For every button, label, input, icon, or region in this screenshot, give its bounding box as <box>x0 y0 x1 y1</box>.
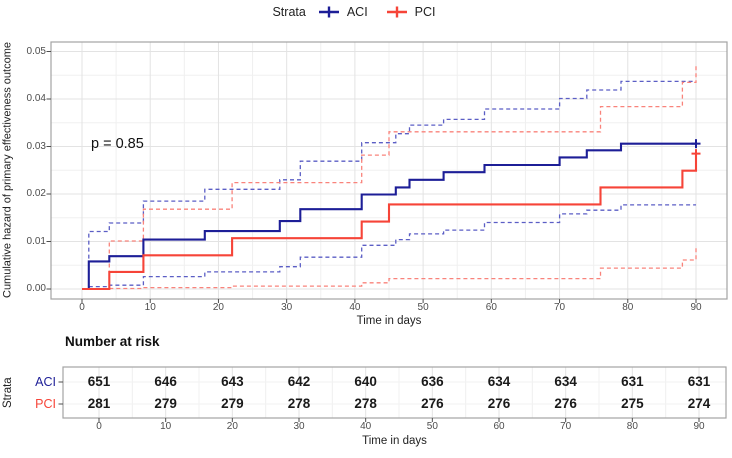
y-tick-label: 0.02 <box>26 188 46 199</box>
censor-plus-icon <box>386 6 407 18</box>
y-tick-label: 0.00 <box>26 283 46 294</box>
y-tick-label: 0.01 <box>26 235 46 247</box>
table-x-tick-label: 10 <box>160 421 172 432</box>
risk-count: 643 <box>221 374 244 389</box>
x-tick-label: 70 <box>553 302 566 313</box>
risk-count: 631 <box>687 374 711 389</box>
risk-count: 646 <box>154 374 177 389</box>
x-tick-label: 50 <box>417 302 429 313</box>
risk-count: 281 <box>87 396 111 411</box>
legend-item-pci: PCI <box>386 5 436 19</box>
risk-count: 278 <box>354 396 377 411</box>
curve-aci-lower-95-ci <box>88 204 696 288</box>
legend-item-aci: ACI <box>318 5 368 19</box>
risk-count: 642 <box>287 374 311 389</box>
risk-count: 634 <box>554 374 577 389</box>
p-value-annotation: p = 0.85 <box>91 136 144 152</box>
table-x-tick-label: 30 <box>293 421 305 432</box>
table-x-tick-label: 90 <box>693 421 705 432</box>
risk-table-axis-label: Strata <box>2 377 14 408</box>
curve-pci-upper-95-ci <box>108 63 697 289</box>
censor-plus-icon <box>318 6 339 18</box>
x-tick-label: 60 <box>485 302 497 313</box>
curve-pci-lower-95-ci <box>109 248 697 290</box>
x-tick-label: 20 <box>212 302 224 313</box>
risk-count: 636 <box>421 374 444 389</box>
table-x-tick-label: 80 <box>626 421 638 432</box>
legend-label-pci: PCI <box>414 5 436 19</box>
risk-count: 279 <box>221 396 244 411</box>
risk-count: 276 <box>421 396 444 411</box>
curve-aci <box>82 142 696 291</box>
x-tick-label: 10 <box>144 302 156 313</box>
x-tick-label: 30 <box>281 302 293 313</box>
table-x-tick-label: 0 <box>96 421 102 432</box>
risk-count: 276 <box>554 396 577 411</box>
x-tick-label: 0 <box>79 302 85 313</box>
curve-pci <box>82 153 698 291</box>
table-x-tick-label: 20 <box>226 421 238 432</box>
x-tick-label: 40 <box>349 302 361 313</box>
risk-count: 651 <box>87 374 111 389</box>
x-tick-label: 90 <box>690 302 702 313</box>
y-tick-label: 0.05 <box>26 45 46 57</box>
curve-aci-upper-95-ci <box>88 80 696 287</box>
risk-table-title: Number at risk <box>65 334 160 349</box>
table-x-tick-label: 40 <box>360 421 372 432</box>
risk-count: 631 <box>621 374 644 389</box>
risk-count: 640 <box>354 374 377 389</box>
y-tick-label: 0.04 <box>26 93 46 104</box>
risk-table-border <box>62 366 727 419</box>
table-x-tick-label: 60 <box>493 421 505 432</box>
risk-count: 275 <box>621 396 644 411</box>
risk-row-label-aci: ACI <box>35 375 56 389</box>
risk-count: 634 <box>487 374 511 389</box>
x-tick-label: 80 <box>622 302 634 313</box>
plot-panel-border <box>50 41 728 300</box>
y-tick-label: 0.03 <box>26 140 46 152</box>
risk-count: 276 <box>487 396 511 411</box>
risk-table-x-axis-title: Time in days <box>362 435 427 447</box>
risk-count: 279 <box>154 396 177 411</box>
risk-count: 278 <box>287 396 311 411</box>
legend: Strata ACI PCI <box>0 5 732 19</box>
table-x-tick-label: 50 <box>426 421 438 432</box>
legend-label-aci: ACI <box>346 5 368 19</box>
table-x-tick-label: 70 <box>560 421 572 432</box>
legend-title: Strata <box>272 5 306 19</box>
x-axis-title: Time in days <box>356 315 422 327</box>
y-axis-title: Cumulative hazard of primary effectivene… <box>1 42 14 299</box>
risk-count: 274 <box>687 396 711 411</box>
risk-row-label-pci: PCI <box>35 397 56 411</box>
